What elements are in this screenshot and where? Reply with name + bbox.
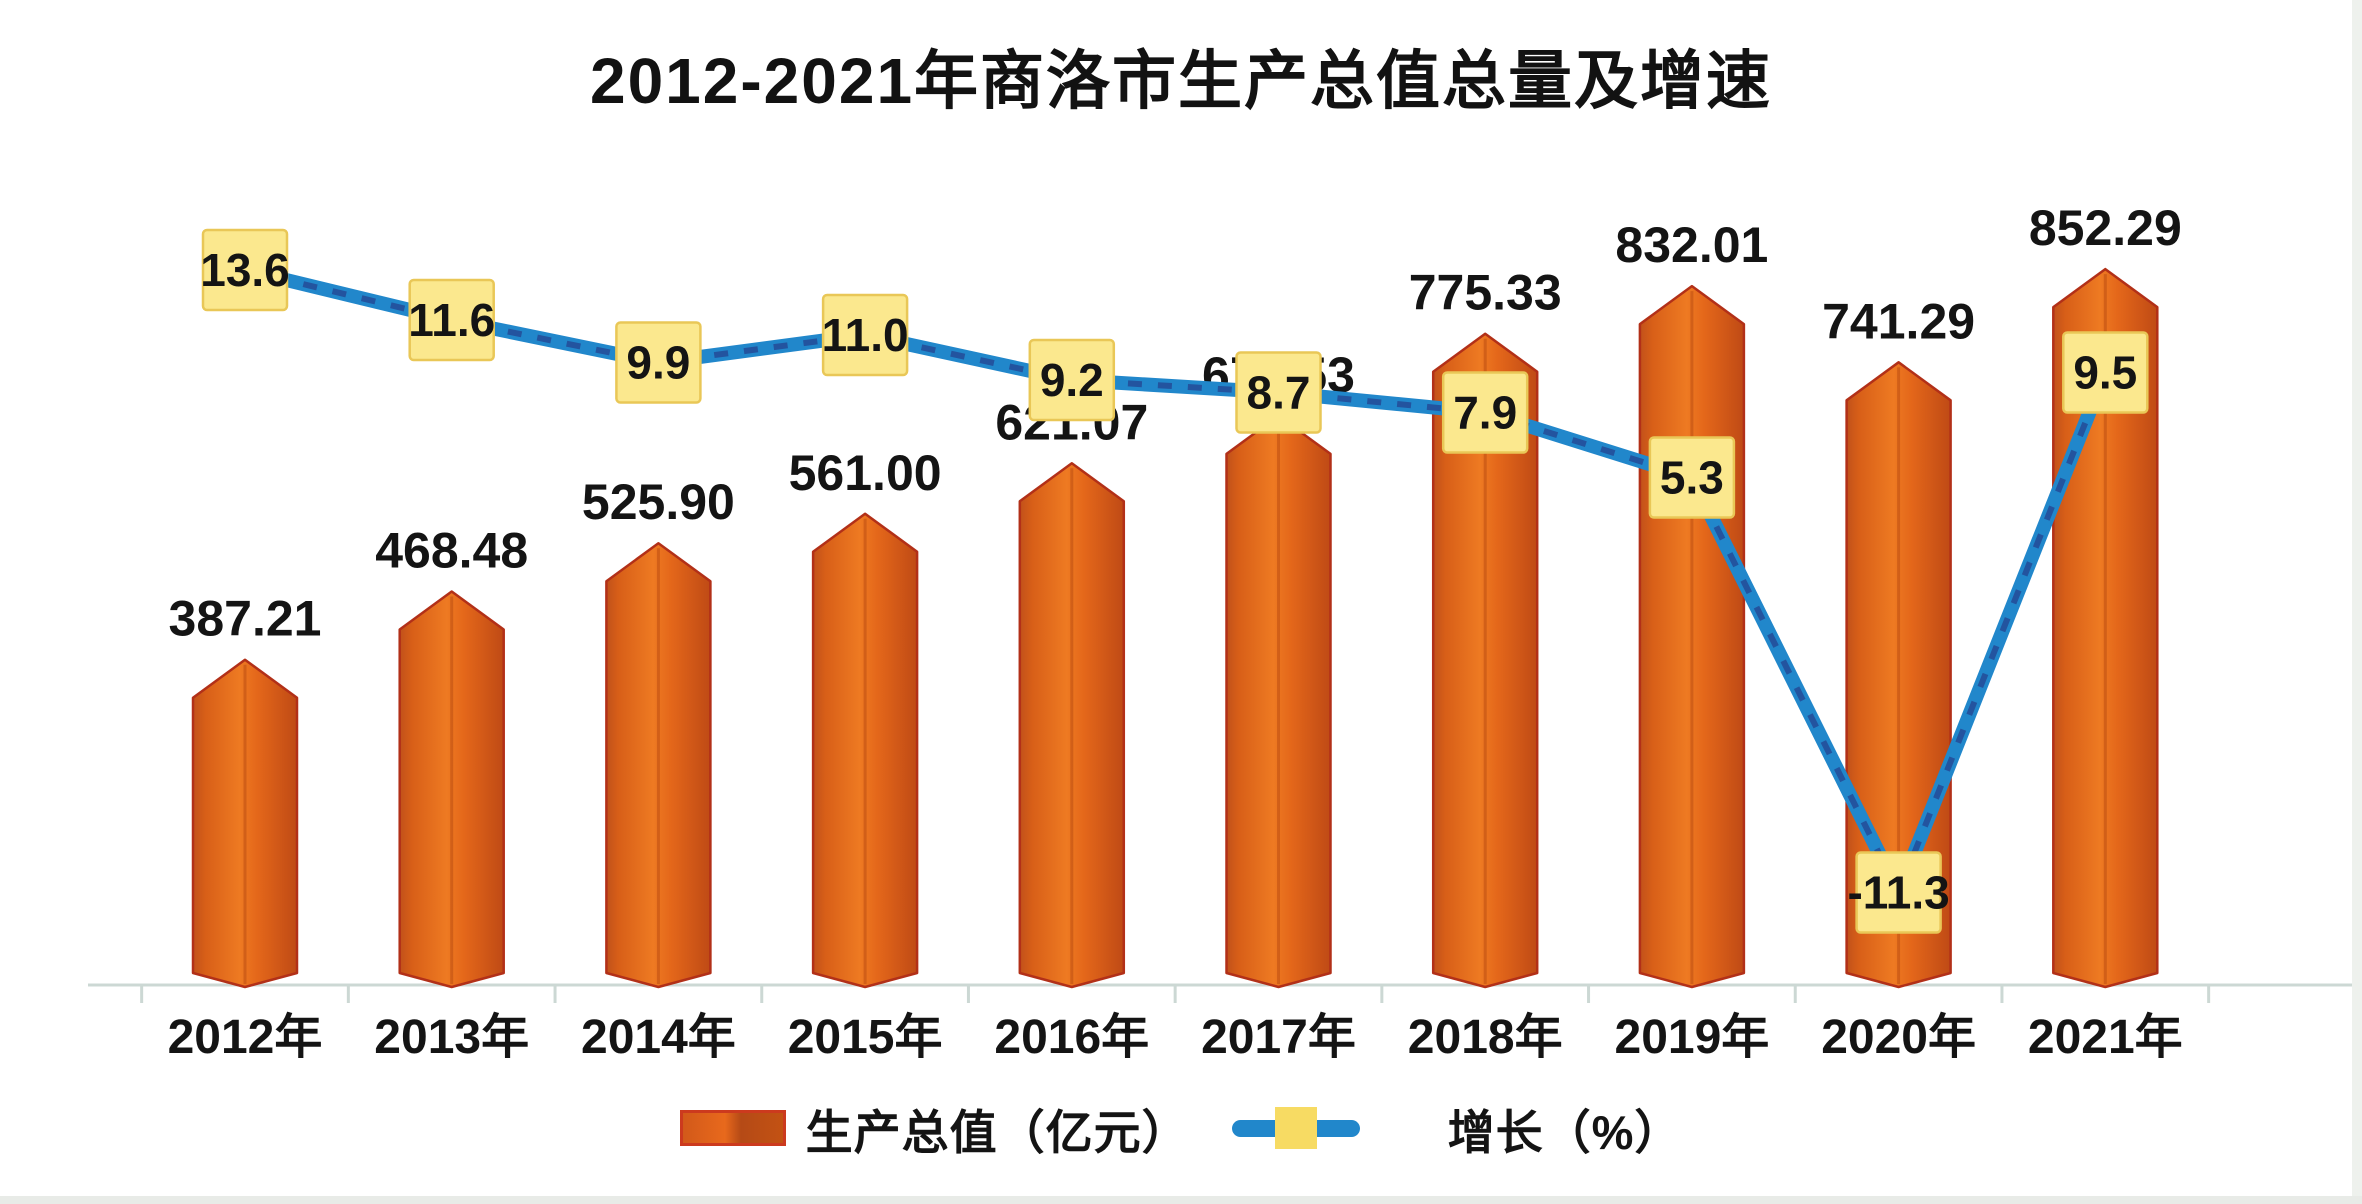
growth-point-marker — [2062, 331, 2149, 414]
scan-edge-bottom — [0, 1196, 2362, 1204]
bar-value-label: 387.21 — [169, 591, 322, 647]
growth-point-marker — [1235, 351, 1322, 434]
growth-value-label: 8.7 — [1247, 367, 1311, 419]
x-axis-label: 2014年 — [581, 1011, 736, 1064]
growth-value-label: 7.9 — [1453, 387, 1517, 439]
bar-value-label: 561.00 — [789, 445, 942, 501]
legend-item-growth: 增长（%） — [1190, 1094, 1683, 1163]
growth-point-marker — [1855, 851, 1942, 934]
growth-point-marker — [1028, 338, 1116, 422]
x-axis-label: 2017年 — [1201, 1011, 1356, 1064]
x-axis-label: 2019年 — [1615, 1011, 1770, 1064]
x-axis-label: 2018年 — [1408, 1011, 1563, 1064]
scan-edge-right — [2352, 0, 2362, 1204]
bar-value-label: 741.29 — [1822, 293, 1975, 349]
growth-value-label: -11.3 — [1847, 867, 1949, 919]
growth-point-marker — [1648, 436, 1736, 519]
growth-point-marker — [408, 278, 495, 362]
chart-title: 2012-2021年商洛市生产总值总量及增速 — [589, 45, 1773, 117]
x-axis-label: 2015年 — [788, 1011, 943, 1064]
growth-point-marker — [821, 293, 909, 377]
growth-line-swatch-icon — [1231, 1107, 1360, 1149]
x-axis-label: 2012年 — [168, 1011, 323, 1064]
bar-2013年 — [398, 590, 505, 989]
growth-value-label: 9.5 — [2073, 347, 2137, 399]
bar-value-label: 832.01 — [1615, 217, 1768, 273]
legend-label-gdp: 生产总值（亿元） — [805, 1105, 1190, 1159]
growth-value-label: 5.3 — [1660, 452, 1724, 504]
growth-point-marker — [201, 228, 289, 312]
growth-value-label: 13.6 — [200, 244, 290, 296]
growth-value-label: 11.0 — [822, 309, 909, 361]
bar-value-label: 775.33 — [1409, 265, 1562, 321]
gdp-bar-swatch-icon — [679, 1110, 786, 1146]
growth-value-label: 9.9 — [626, 337, 690, 389]
growth-point-marker — [1441, 371, 1529, 454]
bar-value-label: 468.48 — [375, 522, 528, 578]
growth-value-label: 11.6 — [408, 294, 495, 346]
bar-2014年 — [605, 541, 712, 989]
bar-value-label: 852.29 — [2029, 200, 2182, 256]
bar-2018年 — [1431, 332, 1539, 989]
x-axis-label: 2021年 — [2028, 1011, 2183, 1064]
bar-2012年 — [191, 658, 299, 989]
x-axis-label: 2016年 — [994, 1011, 1149, 1064]
growth-point-marker — [615, 321, 702, 404]
growth-line — [238, 263, 2113, 900]
legend-item-gdp: 生产总值（亿元） — [679, 1094, 1190, 1163]
bar-value-label: 525.90 — [582, 474, 735, 530]
bar-2016年 — [1018, 462, 1126, 989]
x-axis-label: 2013年 — [374, 1011, 529, 1064]
legend-label-growth: 增长（%） — [1447, 1105, 1683, 1159]
growth-line-dashes — [244, 267, 2109, 896]
growth-marker-swatch-icon — [1274, 1107, 1317, 1149]
growth-value-label: 9.2 — [1040, 354, 1104, 406]
x-axis-label: 2020年 — [1821, 1011, 1976, 1064]
legend: 生产总值（亿元） 增长（%） — [0, 1090, 2362, 1166]
bar-2015年 — [811, 512, 919, 989]
